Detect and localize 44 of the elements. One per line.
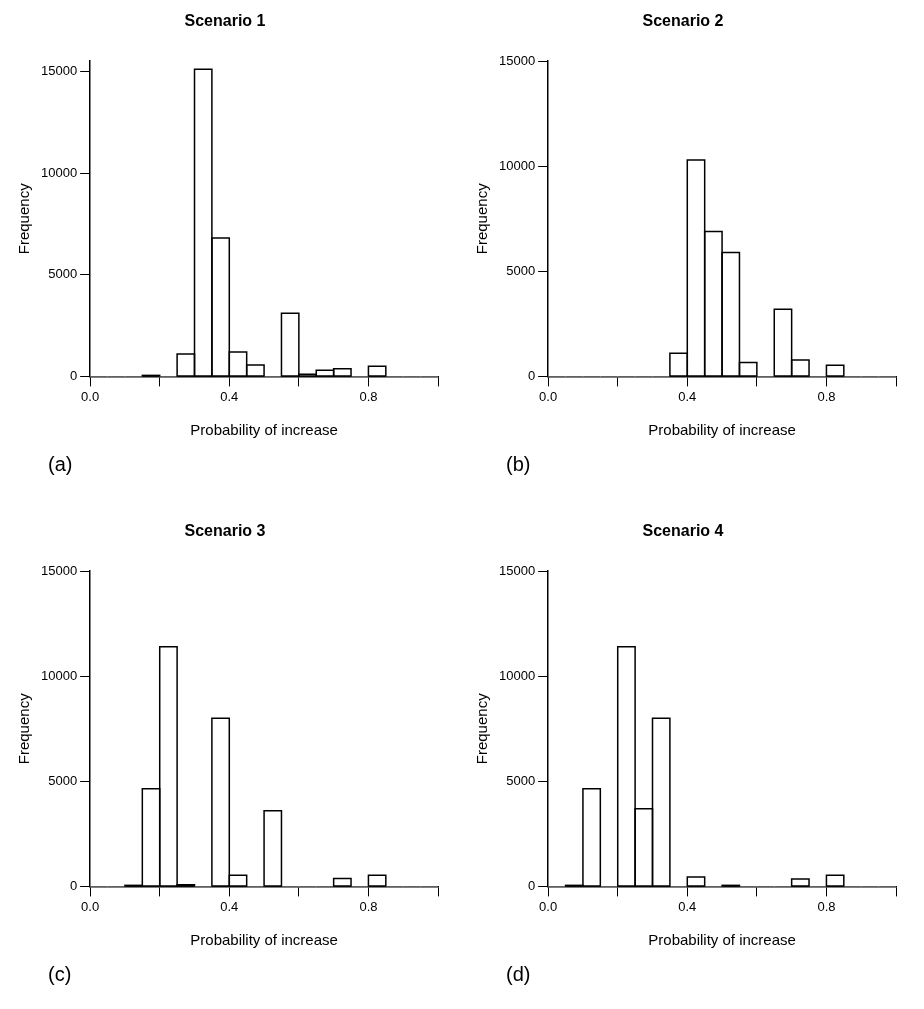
x-tick-label: 0.4 [220, 898, 239, 914]
x-tick-label: 0.4 [678, 388, 697, 404]
x-tick-label: 0.8 [359, 898, 378, 914]
y-tick-label: 15000 [40, 562, 78, 578]
y-tick-label: 10000 [40, 667, 78, 683]
x-axis-title: Probability of increase [190, 931, 338, 949]
y-tick-label: 5000 [506, 772, 536, 788]
y-axis-title: Frequency [15, 692, 33, 765]
text: (c) [48, 963, 72, 986]
text: (d) [506, 963, 531, 986]
x-tick-label: 0.8 [817, 898, 836, 914]
y-tick-label: 10000 [498, 157, 536, 173]
y-tick-label: 0 [69, 877, 78, 893]
x-tick-label: 0.8 [359, 388, 378, 404]
y-tick-label: 10000 [40, 164, 78, 180]
y-tick-label: 0 [527, 877, 536, 893]
x-tick-label: 0.0 [81, 388, 100, 404]
x-tick-label: 0.4 [678, 898, 697, 914]
y-tick-label: 0 [527, 367, 536, 383]
text: (a) [48, 453, 73, 476]
y-tick-label: 10000 [498, 667, 536, 683]
y-axis-title: Frequency [473, 692, 491, 765]
x-axis-title: Probability of increase [648, 931, 796, 949]
y-axis-title: Frequency [15, 182, 33, 255]
chart-title: Scenario 1 [184, 12, 266, 30]
x-axis-title: Probability of increase [648, 421, 796, 439]
x-tick-label: 0.0 [539, 898, 558, 914]
y-tick-label: 15000 [40, 62, 78, 78]
x-axis-title: Probability of increase [190, 421, 338, 439]
x-tick-label: 0.8 [817, 388, 836, 404]
y-tick-label: 5000 [506, 262, 536, 278]
text: (b) [506, 453, 531, 476]
x-tick-label: 0.0 [539, 388, 558, 404]
chart-title: Scenario 2 [642, 12, 724, 30]
x-tick-label: 0.0 [81, 898, 100, 914]
chart-title: Scenario 4 [642, 522, 724, 540]
y-axis-title: Frequency [473, 182, 491, 255]
chart-title: Scenario 3 [184, 522, 266, 540]
y-tick-label: 15000 [498, 562, 536, 578]
y-tick-label: 5000 [48, 772, 78, 788]
x-tick-label: 0.4 [220, 388, 239, 404]
y-tick-label: 5000 [48, 266, 78, 282]
y-tick-label: 15000 [498, 52, 536, 68]
y-tick-label: 0 [69, 367, 78, 383]
